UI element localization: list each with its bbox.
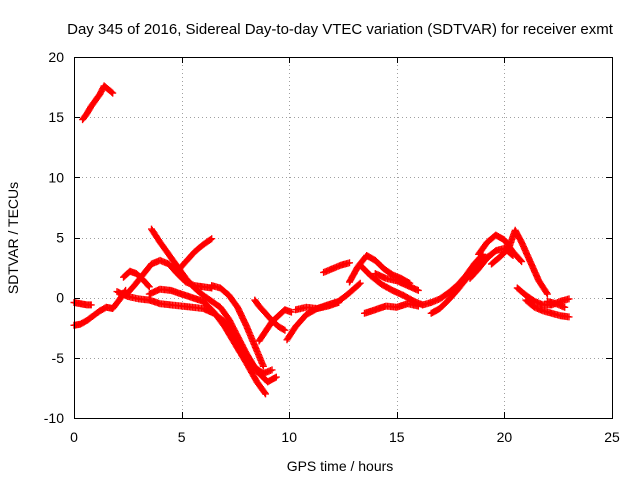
y-tick-label: 0 [56, 290, 64, 306]
data-point [272, 373, 280, 381]
x-tick-label: 10 [281, 429, 297, 445]
data-point [281, 326, 289, 334]
y-tick-label: 15 [48, 109, 64, 125]
data-point [108, 88, 116, 96]
data-point [414, 286, 422, 294]
series-track-s [371, 270, 422, 294]
x-axis-label: GPS time / hours [287, 458, 394, 474]
series-track-r [361, 300, 422, 317]
series-track-h [145, 285, 269, 398]
series-track-k [255, 306, 295, 345]
data-point [87, 301, 95, 309]
data-point [565, 295, 573, 303]
data-point [208, 235, 216, 243]
chart-title: Day 345 of 2016, Sidereal Day-to-day VTE… [67, 21, 614, 38]
data-point [508, 251, 516, 259]
data-point [509, 252, 517, 259]
data-point [355, 280, 363, 288]
data-point [543, 289, 551, 297]
data-point [109, 89, 117, 97]
series-track-l [251, 296, 289, 334]
series-track-i [173, 235, 216, 275]
data-point [565, 313, 573, 321]
data-point [268, 366, 276, 374]
series-track-o [320, 259, 353, 276]
data-point [280, 325, 288, 333]
y-tick-label: -5 [52, 350, 65, 366]
x-tick-label: 15 [389, 429, 405, 445]
data-point [543, 290, 551, 298]
y-tick-label: 5 [56, 230, 64, 246]
data-point [356, 279, 364, 287]
x-tick-label: 25 [604, 429, 620, 445]
axis-ticks: 0 5 10 15 20 25 -10 -5 0 5 10 15 20 [44, 49, 620, 445]
data-point [145, 283, 153, 291]
series-track-x [488, 226, 551, 298]
x-tick-label: 5 [178, 429, 186, 445]
data-point [414, 302, 422, 310]
y-tick-label: -10 [44, 410, 64, 426]
plot-frame [74, 57, 613, 419]
series-track-c [70, 286, 130, 329]
grid [74, 57, 612, 418]
data-point [518, 258, 526, 266]
x-tick-label: 0 [70, 429, 78, 445]
x-tick-label: 20 [497, 429, 513, 445]
data-point [346, 259, 353, 267]
data-point [207, 236, 214, 244]
y-tick-label: 20 [48, 49, 64, 65]
data-point [287, 308, 295, 316]
data-point [561, 303, 569, 311]
series-track-n [292, 279, 364, 314]
series-track-aa [543, 297, 569, 311]
series-track-g [113, 288, 280, 386]
y-axis-label: SDTVAR / TECUs [5, 182, 21, 294]
data-point [144, 282, 152, 290]
data-point [259, 362, 267, 370]
data-point [261, 389, 269, 397]
data-point [262, 390, 269, 398]
y-tick-label: 10 [48, 169, 64, 185]
data-marks [70, 82, 573, 398]
data-point [517, 257, 525, 264]
series-track-j [208, 282, 267, 370]
series-track-z [522, 296, 573, 321]
series-track-a [79, 82, 117, 124]
